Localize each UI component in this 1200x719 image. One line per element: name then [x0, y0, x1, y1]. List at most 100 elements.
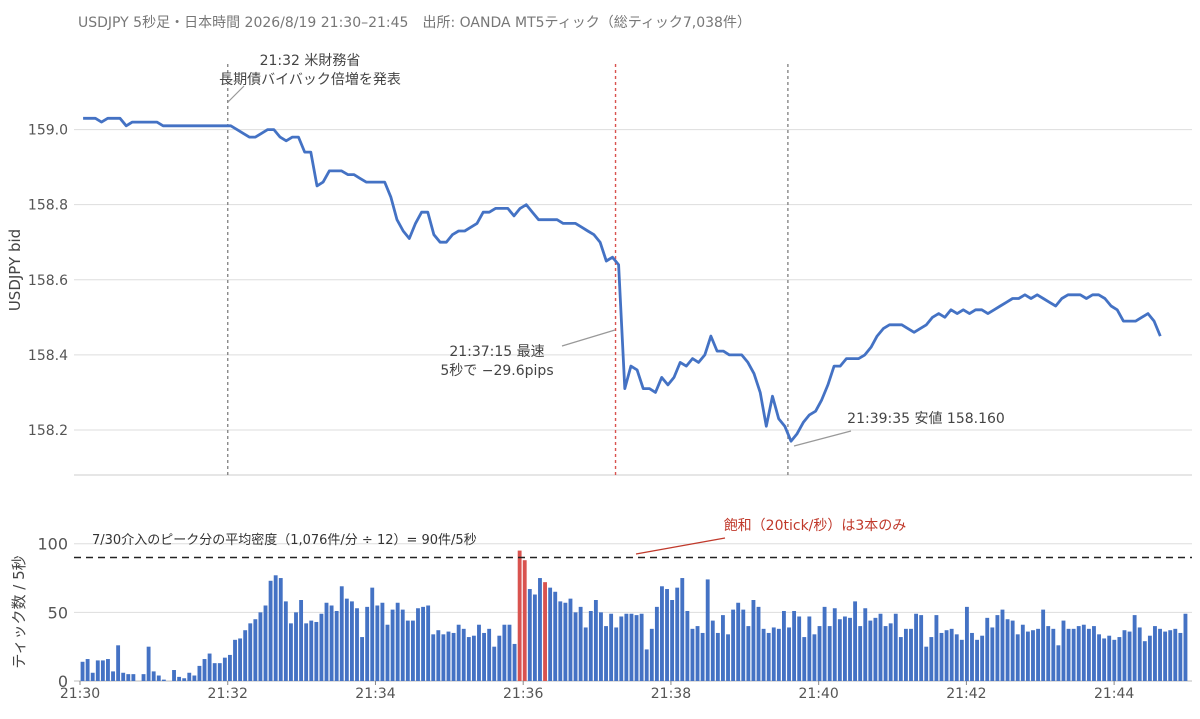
- volume-bar: [644, 649, 649, 681]
- volume-bar: [278, 578, 283, 681]
- volume-bar: [583, 627, 588, 681]
- volume-bar: [776, 628, 781, 681]
- volume-bar: [116, 645, 121, 681]
- volume-bar: [1107, 635, 1112, 681]
- volume-bar: [400, 609, 405, 681]
- price-y-axis-ticks: 158.2 158.4 158.6 158.8 159.0: [28, 123, 68, 439]
- volume-bar: [309, 620, 314, 681]
- volume-bar: [222, 657, 227, 681]
- volume-bar: [527, 589, 532, 681]
- volume-bar: [538, 578, 542, 681]
- volume-bar: [80, 661, 85, 681]
- volume-bar: [1036, 628, 1040, 681]
- price-y-axis-label: USDJPY bid: [6, 229, 24, 311]
- price-y-tick-label: 158.4: [28, 348, 68, 364]
- volume-bar: [502, 624, 507, 681]
- volume-bar: [731, 609, 736, 681]
- volume-x-axis-ticks: 21:30 21:32 21:34 21:36 21:38 21:40 21:42 21:44: [60, 681, 1134, 702]
- volume-bar: [736, 602, 741, 681]
- volume-bar: [726, 634, 730, 681]
- volume-bar: [258, 612, 263, 681]
- price-grid: [74, 129, 1192, 476]
- volume-bar: [441, 634, 446, 681]
- volume-bar: [888, 623, 893, 681]
- volume-bar: [126, 674, 131, 681]
- volume-bar: [903, 628, 908, 681]
- volume-bar: [822, 606, 827, 681]
- volume-bar: [649, 628, 654, 681]
- volume-bar: [1025, 631, 1030, 681]
- volume-bar: [690, 628, 695, 681]
- volume-bar: [878, 613, 883, 681]
- volume-bar: [461, 628, 466, 681]
- volume-bar: [456, 624, 461, 681]
- volume-bar: [100, 660, 105, 681]
- saturated-volume-bar: [517, 550, 522, 681]
- volume-bar: [161, 679, 166, 681]
- volume-bar: [1005, 619, 1010, 681]
- volume-bar: [304, 623, 309, 681]
- volume-bar: [426, 605, 431, 681]
- volume-bar: [843, 616, 847, 681]
- volume-bar: [939, 632, 944, 681]
- volume-bar: [1173, 628, 1178, 681]
- volume-bar: [228, 654, 232, 681]
- volume-bar: [929, 637, 934, 681]
- volume-bar: [1076, 626, 1081, 681]
- volume-bar: [385, 624, 390, 681]
- volume-bar: [299, 600, 304, 681]
- volume-bar: [324, 602, 329, 681]
- volume-bar: [1142, 641, 1147, 681]
- volume-y-axis-ticks: 0 50 100: [37, 535, 68, 691]
- volume-bar: [421, 606, 425, 681]
- volume-bar: [919, 615, 924, 681]
- volume-saturation-annotation: 飽和（20tick/秒）は3本のみ: [635, 517, 906, 555]
- volume-bar: [243, 630, 248, 681]
- volume-bar: [1061, 620, 1066, 681]
- volume-bar: [924, 646, 929, 681]
- volume-bar: [985, 617, 990, 681]
- volume-bar: [837, 619, 842, 681]
- volume-bar: [248, 623, 253, 681]
- volume-bar: [909, 628, 913, 681]
- volume-bar: [1158, 628, 1162, 681]
- volume-bar: [294, 612, 298, 681]
- x-tick-label: 21:30: [60, 686, 100, 702]
- price-event-lines: [227, 64, 789, 475]
- volume-bar: [1117, 637, 1122, 681]
- volume-bar: [395, 602, 400, 681]
- volume-bar: [792, 610, 797, 681]
- volume-bar: [980, 635, 985, 681]
- volume-bar: [365, 606, 370, 681]
- volume-bar: [1000, 609, 1005, 681]
- volume-y-tick-label: 0: [58, 672, 68, 691]
- volume-bar: [314, 621, 319, 681]
- volume-bar: [487, 628, 492, 681]
- volume-bar: [207, 653, 212, 681]
- volume-bar: [1086, 628, 1091, 681]
- annotation-text: 長期債バイバック倍増を発表: [219, 72, 401, 88]
- volume-bar: [715, 632, 720, 681]
- volume-y-tick-label: 50: [48, 603, 68, 622]
- volume-bar: [1092, 626, 1096, 681]
- volume-bar: [141, 674, 146, 681]
- volume-bar: [1031, 630, 1035, 681]
- volume-bar: [90, 672, 95, 681]
- volume-bar: [863, 608, 868, 681]
- volume-bar: [944, 630, 949, 681]
- x-tick-label: 21:34: [355, 686, 395, 702]
- volume-bar: [787, 627, 791, 681]
- volume-bar: [85, 659, 90, 681]
- annotation-text: 21:37:15 最速: [449, 344, 544, 360]
- volume-bar: [680, 578, 685, 681]
- volume-bar: [349, 601, 354, 681]
- volume-bar: [197, 665, 202, 681]
- volume-bar: [482, 632, 486, 681]
- volume-bar: [1137, 627, 1142, 681]
- volume-bar: [1168, 630, 1173, 681]
- volume-bar: [192, 675, 197, 681]
- x-tick-label: 21:44: [1094, 686, 1134, 702]
- volume-bar: [471, 635, 476, 681]
